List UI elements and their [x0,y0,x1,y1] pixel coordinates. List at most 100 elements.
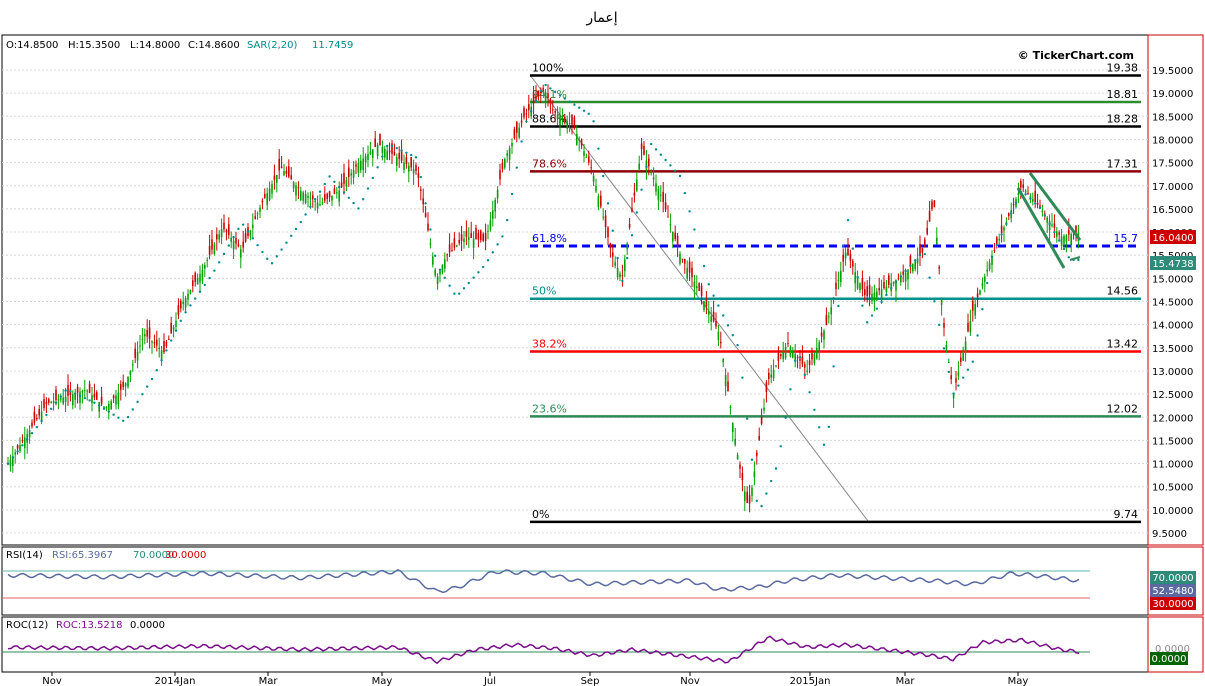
sar-dot [822,443,826,446]
candle-body [614,262,616,266]
sar-dot [467,281,470,285]
sar-dot [1053,231,1056,234]
candle-body [868,284,871,295]
candle-body [328,191,331,198]
candle-body [180,300,182,309]
y-tick-label: 16.5000 [1152,205,1193,216]
candle-body [86,390,88,392]
falling-channel[interactable] [1016,172,1082,269]
candle-body [568,122,571,124]
sar-dot [669,164,672,167]
sar-dot [770,479,773,483]
candle-body [367,153,369,160]
candle-body [321,202,324,204]
svg-text:52.5480: 52.5480 [1152,586,1193,597]
candle-body [1036,202,1039,205]
sar-dot [957,384,960,387]
candle-body [765,382,768,392]
sar-dot [424,202,427,205]
candle-body [163,340,165,353]
candle-body [276,174,278,183]
candle-body [1075,225,1077,234]
candle-body [976,293,979,298]
candle-body [319,204,321,206]
candle-body [67,385,69,396]
candle-body [732,422,734,433]
candle-body [708,311,710,315]
candle-body [556,114,559,120]
candle-body [602,216,604,218]
candle-body [878,287,880,291]
candle-body [160,350,163,361]
sar-dot [299,220,302,224]
candle-body [240,249,242,258]
candle-body [448,244,451,253]
candle-body [684,258,686,264]
y-tick-label: 9.5000 [1152,529,1187,540]
candle-body [734,438,736,445]
candle-body [892,281,895,285]
candle-body [338,190,340,202]
fib-level-value: 18.81 [1107,88,1139,101]
candle-body [931,201,933,210]
sar-dot [621,279,624,283]
sar-dot [189,304,192,307]
sar-dot [251,237,254,240]
sar-dot [386,144,389,148]
sar-price-badge: 15.4738 [1150,256,1196,270]
candle-body [619,273,621,278]
candle-body [628,223,631,228]
price-panel[interactable] [1,34,1149,546]
candle-body [40,411,43,422]
candle-body [571,114,573,125]
sar-dot [674,169,677,172]
fib-level-pct: 61.8% [532,232,567,245]
candle-body [876,291,878,301]
fib-level-pct: 94.1% [532,88,567,101]
candle-body [928,210,931,222]
sar-dot [285,241,288,244]
y-tick-label: 11.0000 [1152,460,1193,471]
candle-body [688,261,691,273]
candle-body [237,243,240,247]
sar-dot [218,261,221,264]
candle-body [451,249,453,251]
candle-body [146,329,148,337]
candle-body [547,93,549,99]
candle-body [900,276,902,283]
sar-dot [107,410,111,413]
candle-body [489,220,492,230]
candle-body [1068,229,1070,235]
candle-body [312,195,314,200]
svg-text:15.4738: 15.4738 [1152,259,1193,270]
candle-body [175,320,177,328]
y-tick-label: 19.0000 [1152,89,1193,100]
candle-body [124,383,127,387]
sar-dot [990,255,994,258]
candle-body [576,134,578,146]
sar-dot [376,166,379,169]
candle-body [1048,221,1051,230]
candle-body [295,185,297,196]
sar-dot [789,388,792,391]
candle-body [751,487,753,496]
candle-body [643,145,645,155]
y-tick-label: 10.0000 [1152,506,1193,517]
roc-panel[interactable] [1,616,1149,673]
candle-body [1046,217,1048,223]
sar-dot [198,290,202,293]
candle-body [242,241,244,248]
candle-body [302,192,304,201]
candle-body [316,202,319,209]
sar-dot [654,148,658,151]
candle-body [292,182,295,189]
candle-body [24,437,26,449]
sar-dot [971,360,974,363]
candle-body [763,407,765,411]
sar-dot [539,89,542,92]
candle-body [391,143,393,154]
candle-body [696,286,698,288]
sar-dot [40,419,43,423]
candle-body [100,396,103,405]
